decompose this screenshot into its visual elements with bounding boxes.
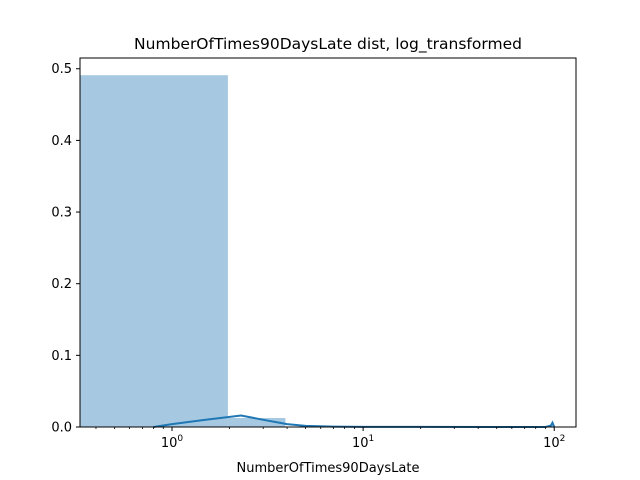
x-tick-label-1: 101 [352,434,374,451]
histogram-bar-0 [80,75,228,427]
x-tick-label-2: 102 [543,434,565,451]
plot-frame [79,57,577,428]
y-tick-label-5: 0.5 [51,62,72,77]
plot-area [79,57,577,428]
y-tick-label-2: 0.2 [51,277,72,292]
y-tick-label-3: 0.3 [51,206,72,221]
y-axis: 0.0 0.1 0.2 0.3 0.4 0.5 [51,62,80,436]
chart-title: NumberOfTimes90DaysLate dist, log_transf… [134,35,522,54]
histogram-bar-1 [227,418,286,427]
y-tick-label-0: 0.0 [51,421,72,436]
x-tick-label-0: 100 [161,434,184,451]
x-axis: 100 101 102 [95,427,565,451]
x-axis-label: NumberOfTimes90DaysLate [237,461,420,476]
histogram-bars [80,75,553,427]
y-tick-label-4: 0.4 [51,134,72,149]
y-tick-label-1: 0.1 [51,349,72,364]
